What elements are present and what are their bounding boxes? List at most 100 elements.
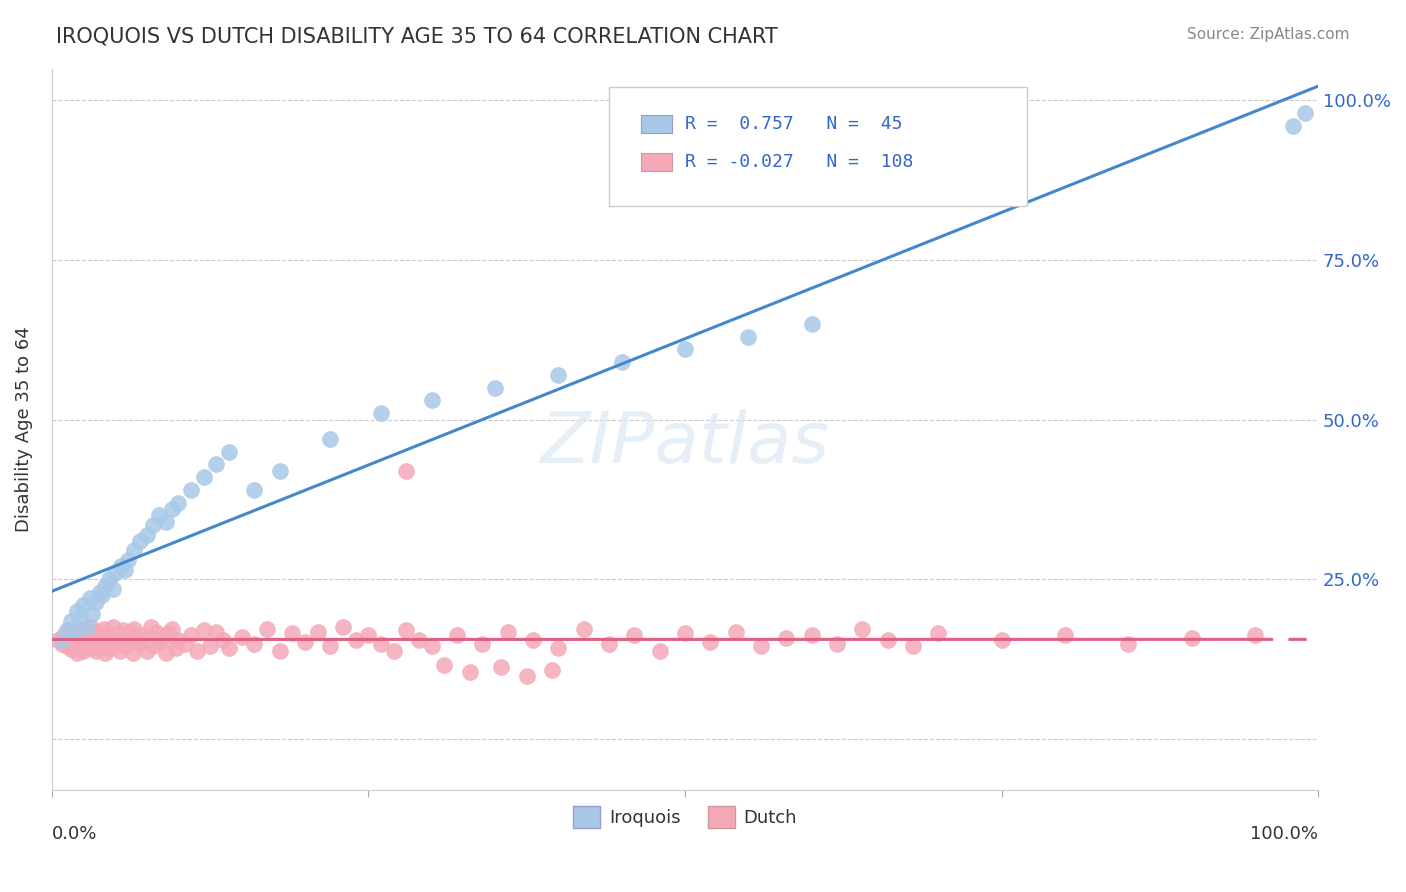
Point <box>1053 628 1076 642</box>
Point <box>269 644 291 658</box>
Point <box>111 624 134 638</box>
Point <box>193 470 215 484</box>
Point <box>1116 637 1139 651</box>
Point <box>572 622 595 636</box>
Point <box>56 624 79 638</box>
Point <box>148 634 170 648</box>
Point <box>370 406 392 420</box>
Point <box>66 646 89 660</box>
Point <box>167 495 190 509</box>
Point <box>357 628 380 642</box>
Point <box>165 641 187 656</box>
Point <box>155 515 177 529</box>
Point <box>63 626 86 640</box>
Point <box>1243 628 1265 642</box>
Point <box>83 628 105 642</box>
Point <box>135 644 157 658</box>
Point <box>117 631 139 645</box>
Point <box>82 637 104 651</box>
Point <box>186 644 208 658</box>
Point <box>167 632 190 647</box>
Point <box>91 588 114 602</box>
Point <box>84 644 107 658</box>
Point <box>211 632 233 647</box>
Point <box>51 632 73 647</box>
Point <box>160 502 183 516</box>
Point <box>127 637 149 651</box>
Point <box>673 343 696 357</box>
Point <box>332 620 354 634</box>
Point <box>724 624 747 639</box>
Point <box>72 598 94 612</box>
Point <box>142 518 165 533</box>
Point <box>148 508 170 523</box>
Bar <box>641 153 672 171</box>
Point <box>46 632 69 647</box>
Point <box>420 640 443 654</box>
Point <box>547 641 569 656</box>
Point <box>101 582 124 596</box>
Text: 0.0%: 0.0% <box>52 825 97 843</box>
Point <box>319 640 342 654</box>
Point <box>193 624 215 638</box>
Point <box>1295 106 1317 120</box>
Point <box>79 591 101 606</box>
Point <box>395 464 418 478</box>
Point <box>139 620 162 634</box>
Point <box>775 631 797 645</box>
Point <box>382 644 405 658</box>
Point <box>110 559 132 574</box>
Point <box>851 622 873 636</box>
Point <box>117 553 139 567</box>
Point <box>98 641 121 656</box>
Point <box>56 640 79 654</box>
Point <box>96 631 118 645</box>
Point <box>218 641 240 656</box>
Point <box>547 368 569 382</box>
Point <box>104 637 127 651</box>
Point <box>107 632 129 647</box>
Point <box>256 622 278 636</box>
Point <box>108 644 131 658</box>
Point <box>104 566 127 580</box>
Point <box>152 631 174 645</box>
Point <box>86 624 108 639</box>
Point <box>231 630 253 644</box>
Point <box>471 637 494 651</box>
Point <box>370 637 392 651</box>
Point <box>142 640 165 654</box>
Point <box>491 660 513 674</box>
Point <box>53 628 76 642</box>
Point <box>825 637 848 651</box>
Point <box>70 640 93 654</box>
Point <box>60 631 83 645</box>
Point <box>114 640 136 654</box>
Point <box>76 620 98 634</box>
Point <box>132 628 155 642</box>
Point <box>89 634 111 648</box>
Point <box>120 624 142 639</box>
Point <box>522 632 544 647</box>
Point <box>122 622 145 636</box>
Point <box>737 329 759 343</box>
Point <box>496 624 519 639</box>
Point <box>205 458 228 472</box>
Point <box>51 637 73 651</box>
Point <box>344 632 367 647</box>
Point <box>97 572 120 586</box>
Point <box>610 355 633 369</box>
Point <box>623 628 645 642</box>
Point <box>673 626 696 640</box>
Point <box>205 624 228 639</box>
Point <box>94 579 117 593</box>
Point <box>63 626 86 640</box>
Point <box>84 594 107 608</box>
Point <box>1281 119 1303 133</box>
Text: 100.0%: 100.0% <box>1250 825 1319 843</box>
Point <box>420 393 443 408</box>
Point <box>157 626 180 640</box>
Point <box>59 614 82 628</box>
Point <box>73 624 96 639</box>
Point <box>79 641 101 656</box>
Point <box>516 669 538 683</box>
